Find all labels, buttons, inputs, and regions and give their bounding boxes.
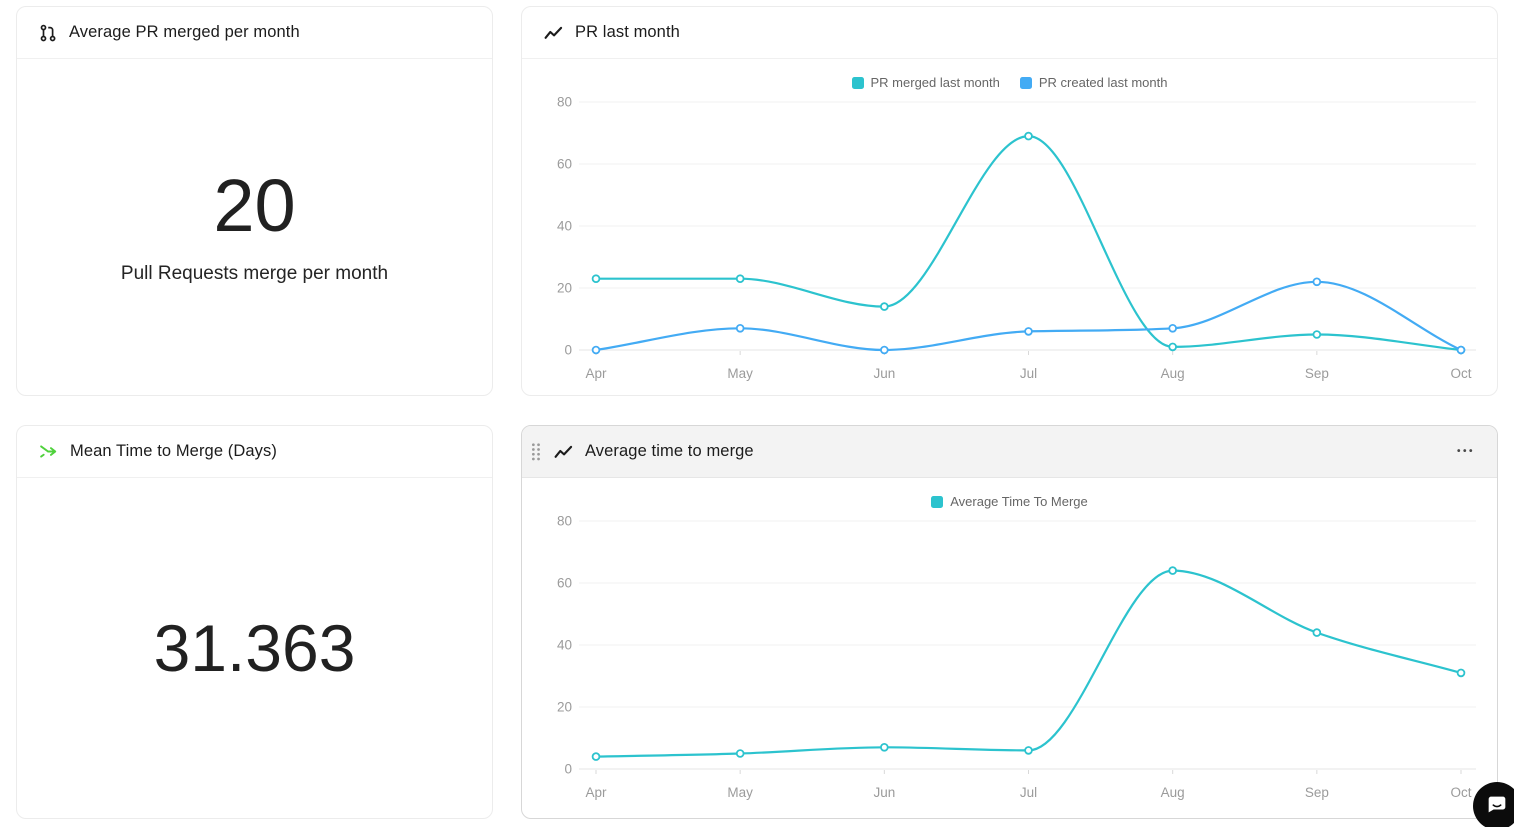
- data-point[interactable]: [1456, 345, 1466, 355]
- y-axis-label: 60: [557, 157, 572, 172]
- x-axis-label: Jun: [873, 785, 895, 800]
- x-axis-label: Apr: [585, 785, 607, 800]
- x-axis-label: Sep: [1305, 366, 1329, 381]
- chat-bubble-icon: [1486, 793, 1508, 820]
- stat-body: 20 Pull Requests merge per month: [17, 59, 492, 395]
- chart-pr-last-month: PR merged last month PR created last mont…: [522, 59, 1497, 395]
- x-axis-label: May: [727, 785, 753, 800]
- stat-label: Pull Requests merge per month: [120, 263, 389, 284]
- y-axis-label: 40: [557, 219, 572, 234]
- x-axis-label: Aug: [1161, 366, 1185, 381]
- card-title: Average time to merge: [585, 442, 754, 460]
- data-point[interactable]: [1312, 330, 1322, 339]
- card-title: PR last month: [575, 23, 680, 41]
- legend-swatch: [851, 76, 864, 89]
- x-axis-label: Apr: [585, 366, 607, 381]
- series-line: [594, 280, 1463, 352]
- card-pr-last-month-header: PR last month: [522, 7, 1497, 59]
- card-title: Average PR merged per month: [69, 23, 300, 41]
- data-point[interactable]: [735, 323, 745, 333]
- data-point[interactable]: [880, 302, 889, 311]
- chart-average-time-to-merge: Average Time To Merge 0 20 40 60 80 Apr May Jun…: [522, 478, 1497, 818]
- y-axis-label: 20: [557, 700, 572, 715]
- stat-value: 31.363: [153, 611, 356, 685]
- x-axis-label: Sep: [1305, 785, 1329, 800]
- legend-item[interactable]: PR merged last month: [851, 75, 1000, 90]
- data-point[interactable]: [735, 274, 745, 284]
- x-axis-label: Oct: [1450, 366, 1471, 381]
- data-point[interactable]: [1312, 628, 1322, 637]
- chart-legend: Average Time To Merge: [522, 494, 1497, 509]
- data-point[interactable]: [1024, 746, 1033, 755]
- legend-item[interactable]: PR created last month: [1019, 75, 1168, 90]
- legend-label: PR merged last month: [870, 75, 1000, 90]
- chart-line-icon: [554, 444, 573, 459]
- data-point[interactable]: [1024, 327, 1033, 336]
- legend-item[interactable]: Average Time To Merge: [931, 494, 1088, 509]
- drag-handle-icon[interactable]: [530, 442, 542, 461]
- data-point[interactable]: [1168, 323, 1177, 333]
- card-title: Mean Time to Merge (Days): [70, 442, 277, 460]
- x-axis-label: May: [727, 366, 753, 381]
- card-mean-time-to-merge: Mean Time to Merge (Days) 31.363: [16, 425, 493, 819]
- stat-body: 31.363: [17, 478, 492, 818]
- line-chart-canvas: 0 20 40 60 80 Apr May Jun Jul Aug Sep Oct: [557, 95, 1476, 381]
- card-average-pr-merged-header: Average PR merged per month: [17, 7, 492, 59]
- legend-swatch: [931, 495, 944, 508]
- data-point[interactable]: [1168, 342, 1177, 352]
- y-axis-label: 20: [557, 281, 572, 296]
- data-point[interactable]: [880, 742, 889, 752]
- data-point[interactable]: [1312, 277, 1322, 287]
- data-point[interactable]: [1024, 131, 1033, 141]
- data-point[interactable]: [591, 345, 601, 355]
- merge-arrow-icon: [39, 443, 58, 460]
- x-axis-label: Jun: [873, 366, 895, 381]
- pull-request-icon: [39, 24, 57, 42]
- legend-label: Average Time To Merge: [950, 494, 1088, 509]
- series-line: [594, 135, 1463, 352]
- y-axis-label: 60: [557, 576, 572, 591]
- card-average-time-to-merge-header: Average time to merge •••: [522, 426, 1497, 478]
- data-point[interactable]: [1456, 668, 1466, 678]
- data-point[interactable]: [591, 274, 601, 284]
- data-point[interactable]: [735, 749, 745, 758]
- y-axis-label: 0: [564, 343, 572, 358]
- y-axis-label: 80: [557, 514, 572, 529]
- chart-legend: PR merged last month PR created last mont…: [522, 75, 1497, 90]
- x-axis-label: Jul: [1020, 366, 1037, 381]
- x-axis-label: Aug: [1161, 785, 1185, 800]
- chart-line-icon: [544, 25, 563, 40]
- legend-label: PR created last month: [1038, 75, 1168, 90]
- y-axis-label: 80: [557, 95, 572, 110]
- card-average-pr-merged: Average PR merged per month 20 Pull Requ…: [16, 6, 493, 396]
- card-menu-button[interactable]: •••: [1456, 446, 1475, 457]
- x-axis-label: Jul: [1020, 785, 1037, 800]
- line-chart-canvas: 0 20 40 60 80 Apr May Jun Jul Aug Sep Oct: [557, 514, 1476, 800]
- data-point[interactable]: [1168, 566, 1177, 575]
- card-pr-last-month: PR last month PR merged last month PR cre…: [521, 6, 1498, 396]
- data-point[interactable]: [880, 345, 889, 355]
- card-mean-time-to-merge-header: Mean Time to Merge (Days): [17, 426, 492, 478]
- stat-value: 20: [213, 164, 296, 247]
- card-average-time-to-merge: Average time to merge ••• Average Time T…: [521, 425, 1498, 819]
- data-point[interactable]: [591, 752, 601, 761]
- legend-swatch: [1019, 76, 1032, 89]
- x-axis-label: Oct: [1450, 785, 1471, 800]
- chat-launcher-button[interactable]: [1473, 782, 1514, 827]
- y-axis-label: 0: [564, 762, 572, 777]
- series-line: [594, 569, 1463, 758]
- y-axis-label: 40: [557, 638, 572, 653]
